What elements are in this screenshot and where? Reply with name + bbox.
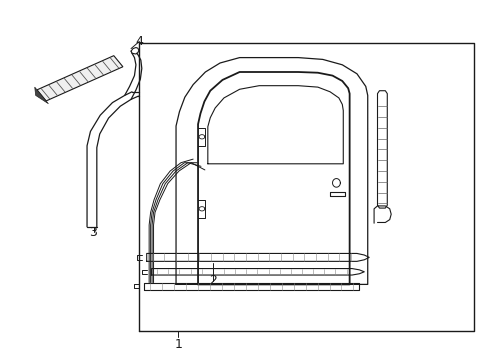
Polygon shape (37, 56, 122, 101)
Text: 4: 4 (135, 35, 143, 48)
Text: 2: 2 (208, 274, 216, 287)
Polygon shape (35, 87, 48, 104)
Text: 3: 3 (89, 226, 97, 239)
Text: 1: 1 (174, 338, 182, 351)
